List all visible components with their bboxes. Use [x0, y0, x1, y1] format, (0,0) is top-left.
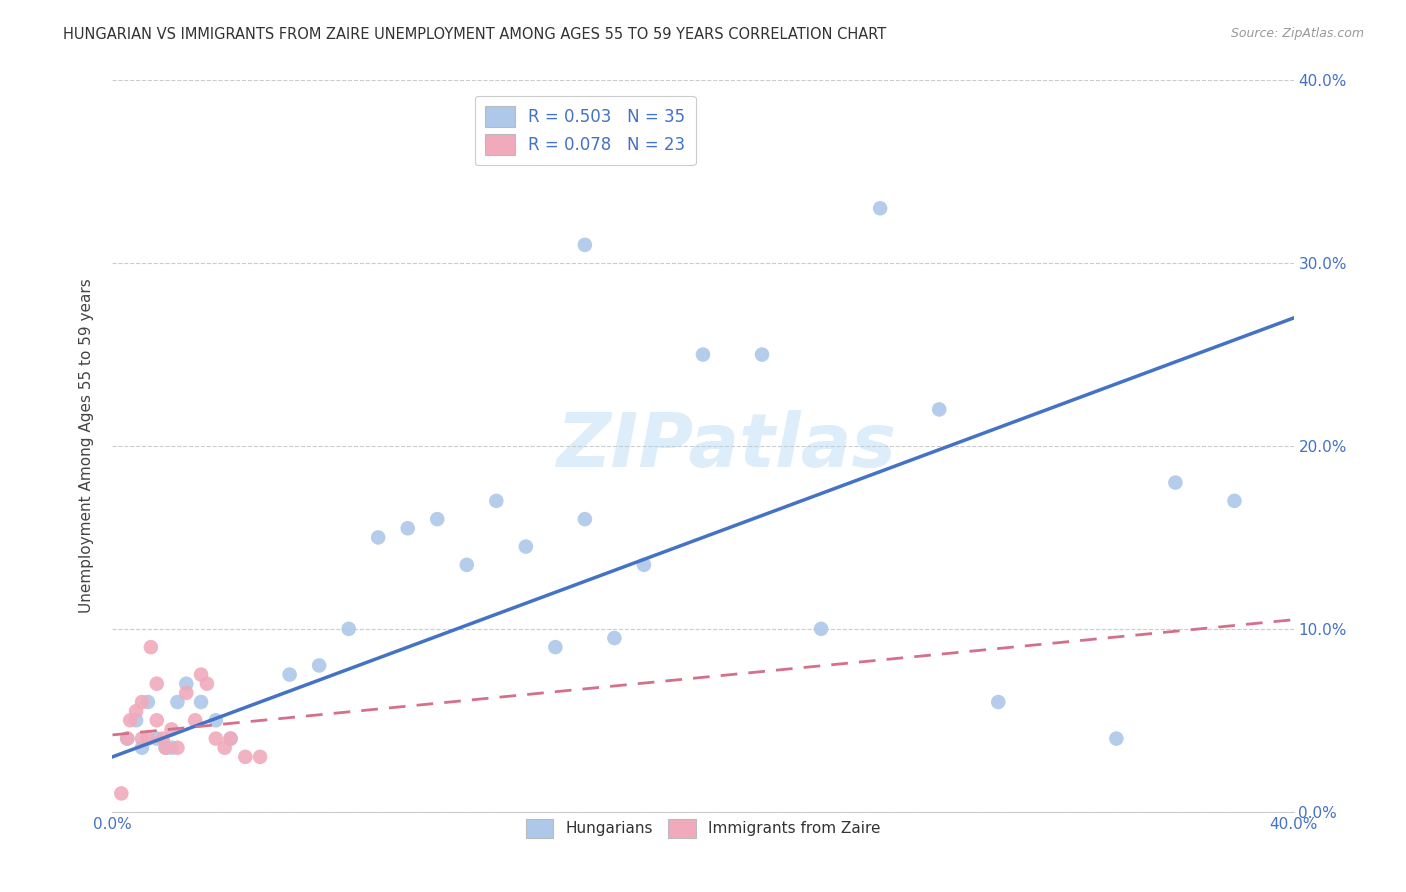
Point [131, 731, 153, 746]
Y-axis label: Unemployment Among Ages 55 to 59 years: Unemployment Among Ages 55 to 59 years [79, 278, 94, 614]
Point [125, 704, 148, 718]
Point [155, 740, 177, 755]
Point [633, 558, 655, 572]
Point [136, 731, 159, 746]
Point [146, 731, 169, 746]
Point [174, 676, 197, 690]
Point [136, 695, 159, 709]
Point [195, 676, 218, 690]
Point [692, 347, 714, 362]
Point [174, 686, 197, 700]
Point [205, 731, 228, 746]
Point [928, 402, 950, 417]
Point [160, 723, 183, 737]
Point [751, 347, 773, 362]
Point [337, 622, 360, 636]
Point [214, 740, 236, 755]
Point [278, 667, 301, 681]
Point [190, 667, 212, 681]
Point [190, 695, 212, 709]
Point [166, 695, 188, 709]
Point [131, 740, 153, 755]
Point [166, 740, 188, 755]
Point [117, 731, 138, 746]
Point [515, 540, 537, 554]
Point [544, 640, 567, 655]
Point [219, 731, 242, 746]
Point [987, 695, 1010, 709]
Point [1223, 494, 1246, 508]
Point [810, 622, 832, 636]
Point [125, 714, 148, 728]
Point [426, 512, 449, 526]
Point [485, 494, 508, 508]
Point [1164, 475, 1187, 490]
Text: ZIPatlas: ZIPatlas [557, 409, 897, 483]
Point [367, 530, 389, 544]
Point [152, 731, 174, 746]
Point [249, 749, 271, 764]
Point [184, 714, 207, 728]
Point [205, 714, 228, 728]
Point [160, 740, 183, 755]
Point [308, 658, 330, 673]
Point [131, 695, 153, 709]
Point [155, 740, 177, 755]
Point [117, 731, 138, 746]
Text: Source: ZipAtlas.com: Source: ZipAtlas.com [1230, 27, 1364, 40]
Point [396, 521, 419, 535]
Point [110, 787, 132, 801]
Point [603, 631, 626, 645]
Point [146, 676, 169, 690]
Text: HUNGARIAN VS IMMIGRANTS FROM ZAIRE UNEMPLOYMENT AMONG AGES 55 TO 59 YEARS CORREL: HUNGARIAN VS IMMIGRANTS FROM ZAIRE UNEMP… [63, 27, 887, 42]
Point [869, 201, 891, 215]
Point [146, 714, 169, 728]
Point [219, 731, 242, 746]
Point [1105, 731, 1128, 746]
Point [456, 558, 478, 572]
Point [574, 512, 596, 526]
Point [120, 714, 142, 728]
Point [233, 749, 256, 764]
Legend: Hungarians, Immigrants from Zaire: Hungarians, Immigrants from Zaire [520, 813, 886, 845]
Point [574, 238, 596, 252]
Point [139, 640, 162, 655]
